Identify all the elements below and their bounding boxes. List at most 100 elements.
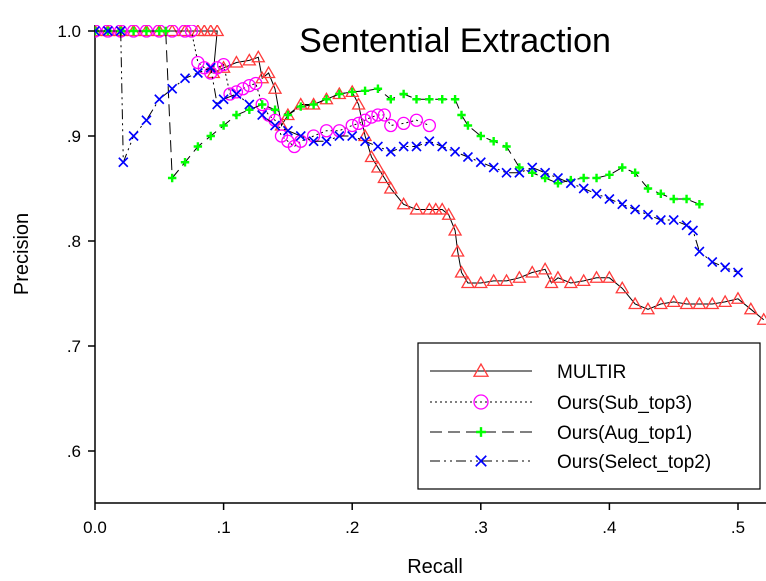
data-point-marker	[242, 53, 257, 66]
legend-entry: MULTIR	[430, 362, 626, 383]
data-point-marker	[386, 95, 395, 104]
data-point-marker	[347, 130, 358, 142]
data-point-marker	[396, 116, 411, 131]
data-point-marker	[409, 113, 424, 127]
data-point-marker	[579, 173, 588, 183]
data-point-marker	[488, 162, 499, 173]
data-point-marker	[718, 294, 733, 308]
data-point-marker	[589, 270, 604, 283]
series-4	[95, 25, 744, 278]
data-point-marker	[364, 149, 379, 163]
data-point-marker	[322, 95, 331, 104]
data-point-marker	[681, 220, 692, 231]
data-point-marker	[640, 301, 656, 315]
data-point-marker	[437, 141, 448, 152]
data-point-marker	[630, 168, 640, 177]
legend-box	[417, 342, 761, 490]
data-point-marker	[206, 131, 215, 141]
y-tick-label: 1.0	[57, 22, 81, 41]
data-point-marker	[669, 194, 678, 204]
data-point-marker	[425, 95, 434, 104]
data-point-marker	[602, 270, 617, 283]
data-point-marker	[527, 162, 538, 173]
data-point-marker	[668, 214, 679, 226]
data-point-marker	[489, 137, 498, 146]
data-point-marker	[267, 81, 283, 94]
data-point-marker	[282, 125, 293, 136]
legend-entry: Ours(Sub_top3)	[430, 393, 692, 414]
data-point-marker	[666, 294, 681, 308]
legend-marker	[472, 362, 490, 377]
x-tick-label: .1	[217, 518, 231, 537]
data-point-marker	[364, 110, 379, 124]
legend: MULTIR Ours(Sub_top3) Ours(Aug_top1) Ours(S…	[417, 342, 761, 490]
data-point-marker	[231, 88, 242, 100]
data-point-marker	[656, 189, 666, 198]
data-point-marker	[399, 89, 408, 99]
data-point-marker	[179, 73, 191, 84]
data-point-marker	[565, 178, 576, 189]
data-point-marker	[245, 105, 254, 114]
data-point-marker	[643, 184, 653, 193]
data-point-marker	[462, 151, 474, 163]
data-point-marker	[242, 78, 256, 93]
data-point-marker	[756, 312, 766, 325]
data-point-marker	[154, 94, 165, 105]
data-point-marker	[398, 141, 409, 152]
data-point-marker	[463, 121, 473, 130]
data-point-marker	[550, 270, 566, 283]
data-point-marker	[377, 170, 392, 184]
data-point-marker	[422, 202, 437, 215]
data-point-marker	[515, 163, 524, 172]
series-line	[95, 30, 765, 321]
data-point-marker	[358, 113, 372, 127]
x-tick-label: .4	[602, 518, 616, 537]
data-point-marker	[95, 25, 101, 37]
data-point-marker	[460, 275, 476, 289]
data-point-marker	[373, 84, 383, 93]
legend-marker	[476, 427, 486, 437]
data-point-marker	[232, 110, 241, 120]
data-point-marker	[730, 291, 746, 304]
data-point-marker	[351, 97, 366, 110]
data-point-marker	[335, 89, 344, 99]
y-tick-label: .7	[67, 337, 81, 356]
data-point-marker	[255, 97, 269, 112]
data-point-marker	[525, 265, 540, 278]
data-point-marker	[167, 173, 177, 183]
data-point-marker	[743, 301, 758, 315]
data-point-marker	[180, 158, 190, 167]
data-point-marker	[540, 167, 551, 178]
data-point-marker	[655, 214, 666, 226]
data-point-marker	[618, 163, 627, 172]
data-point-marker	[371, 108, 385, 122]
data-point-marker	[576, 273, 591, 287]
data-point-marker	[447, 223, 463, 236]
data-point-marker	[193, 142, 203, 151]
data-point-marker	[115, 25, 126, 37]
data-point-marker	[270, 105, 280, 114]
data-point-marker	[454, 265, 469, 278]
data-point-marker	[552, 172, 564, 184]
data-point-marker	[216, 57, 231, 72]
data-point-marker	[210, 25, 225, 37]
y-tick-label: .6	[67, 442, 81, 461]
data-point-marker	[370, 160, 386, 173]
data-point-marker	[540, 173, 550, 183]
y-axis-ticks: .6 .7 .8 .9 1.0	[57, 22, 95, 461]
data-point-marker	[385, 146, 396, 157]
data-point-marker	[409, 202, 424, 215]
data-point-marker	[687, 225, 699, 236]
data-point-marker	[309, 100, 318, 109]
data-point-marker	[627, 296, 643, 310]
data-point-marker	[578, 183, 589, 194]
y-tick-label: .8	[67, 232, 81, 251]
data-point-marker	[537, 262, 553, 275]
data-point-marker	[501, 167, 512, 178]
data-point-marker	[682, 194, 691, 204]
data-point-marker	[212, 99, 223, 110]
series-line	[95, 30, 739, 273]
data-point-marker	[450, 95, 460, 104]
data-point-marker	[486, 273, 501, 287]
data-point-marker	[502, 142, 511, 151]
